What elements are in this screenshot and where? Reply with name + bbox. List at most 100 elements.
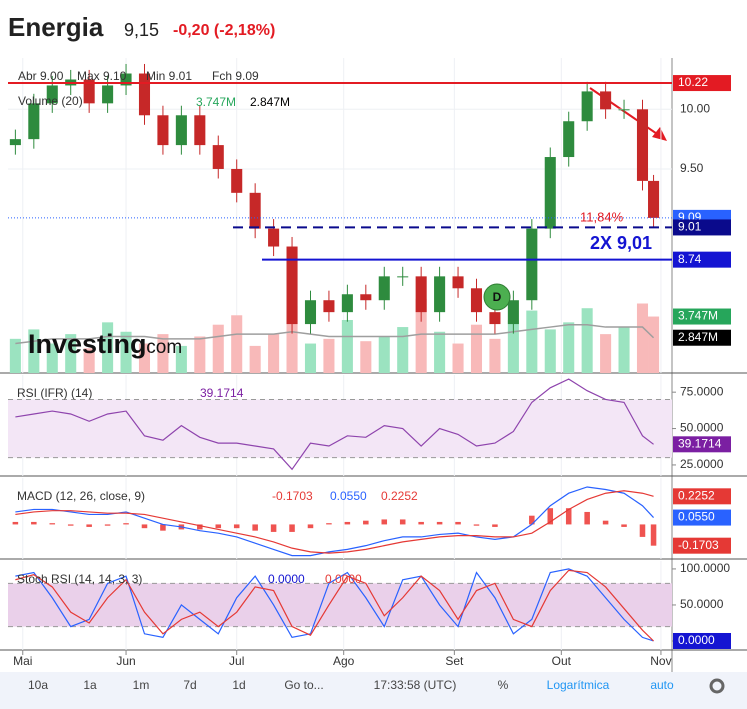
candle-body xyxy=(323,300,335,313)
volume-bar xyxy=(489,338,501,373)
axis-tag-label: 0.0000 xyxy=(678,633,715,647)
histogram-bar xyxy=(67,524,74,526)
toolbar-percent[interactable]: % xyxy=(498,678,509,692)
volume-bar xyxy=(452,343,464,373)
watermark: .com xyxy=(141,337,182,358)
histogram-bar xyxy=(436,521,443,525)
indicator-line xyxy=(15,569,654,642)
toolbar-button[interactable]: Go to... xyxy=(284,678,323,692)
candle-body xyxy=(28,103,40,140)
indicator-legend-value: 39.1714 xyxy=(200,386,244,400)
candle-body xyxy=(563,121,575,158)
histogram-bar xyxy=(307,524,314,529)
volume-bar xyxy=(249,345,261,373)
histogram-bar xyxy=(289,524,295,532)
histogram-bar xyxy=(141,524,148,529)
volume-bar xyxy=(268,334,280,373)
ohlc-legend: Max 9.10 xyxy=(77,69,127,83)
axis-tag xyxy=(673,436,731,453)
histogram-bar xyxy=(621,524,627,527)
volume-bar xyxy=(212,324,224,373)
event-marker-label: D xyxy=(493,290,502,304)
volume-bar xyxy=(618,327,630,373)
toolbar-button[interactable]: 10a xyxy=(28,678,48,692)
y-tick-label: 100.0000 xyxy=(680,561,730,575)
axis-tag xyxy=(673,329,731,346)
watermark: Investing xyxy=(28,329,147,359)
volume-bar xyxy=(65,334,77,373)
axis-tag-label: 8.74 xyxy=(678,252,702,266)
y-tick-label: 50.0000 xyxy=(680,597,724,611)
indicator-line xyxy=(15,568,654,642)
axis-tag-label: 9.01 xyxy=(678,220,702,234)
histogram-bar xyxy=(104,524,111,526)
axis-tag xyxy=(673,219,731,236)
event-marker[interactable] xyxy=(483,283,511,311)
candle-body xyxy=(46,85,58,104)
volume-bar xyxy=(120,331,132,373)
x-tick-label: Out xyxy=(552,654,572,668)
volume-legend-value: 2.847M xyxy=(250,95,290,109)
candle-body xyxy=(544,157,556,229)
ohlc-legend: Abr 9.00 xyxy=(18,69,64,83)
candle-body xyxy=(175,115,187,146)
candle-body xyxy=(9,139,21,146)
histogram-bar xyxy=(12,521,19,525)
axis-tag-label: 2.847M xyxy=(678,330,718,344)
axis-tag-label: -0.1703 xyxy=(678,538,719,552)
toolbar-time: 17:33:58 (UTC) xyxy=(374,678,457,692)
candle-body xyxy=(212,145,224,169)
volume-bar xyxy=(231,315,243,373)
axis-tag xyxy=(673,537,731,554)
toolbar-button[interactable]: 1a xyxy=(83,678,97,692)
y-tick-label: 75.0000 xyxy=(680,384,724,398)
axis-tag xyxy=(673,75,731,92)
toolbar-button[interactable]: 7d xyxy=(183,678,196,692)
indicator-legend-value: 0.0000 xyxy=(268,572,305,586)
candle-body xyxy=(249,192,261,229)
volume-bar xyxy=(397,327,409,373)
candle-body xyxy=(360,294,372,301)
volume-bar xyxy=(323,338,335,373)
x-tick-label: Mai xyxy=(13,654,32,668)
y-tick-label: 10.00 xyxy=(680,101,710,115)
volume-bar xyxy=(138,343,151,373)
histogram-bar xyxy=(49,523,56,525)
toolbar xyxy=(0,672,747,709)
candle-body xyxy=(618,109,630,111)
volume-bar xyxy=(470,324,483,373)
band-fill xyxy=(8,399,672,458)
histogram-bar xyxy=(31,521,37,525)
volume-bar xyxy=(175,345,187,373)
y-tick-label: 9.50 xyxy=(680,161,704,175)
toolbar-button[interactable]: 1m xyxy=(133,678,150,692)
histogram-bar xyxy=(197,524,203,530)
ohlc-legend: Min 9.01 xyxy=(146,69,192,83)
volume-bar xyxy=(157,334,169,373)
settings-icon[interactable] xyxy=(709,678,725,694)
histogram-bar xyxy=(639,524,646,537)
volume-bar xyxy=(194,336,206,373)
toolbar-log[interactable]: Logarítmica xyxy=(547,678,610,692)
instrument-title: Energia xyxy=(8,12,104,42)
volume-bar xyxy=(544,329,556,373)
histogram-bar xyxy=(529,515,535,525)
volume-bar xyxy=(378,336,390,373)
candle-body xyxy=(194,115,206,146)
indicator-legend-value: 0.0000 xyxy=(325,572,362,586)
x-tick-label: Nov xyxy=(650,654,671,668)
toolbar-button[interactable]: 1d xyxy=(232,678,245,692)
volume-bar xyxy=(636,303,649,373)
toolbar-auto[interactable]: auto xyxy=(650,678,674,692)
axis-tag xyxy=(673,251,731,268)
volume-bar xyxy=(9,338,21,373)
candle-body xyxy=(138,73,151,116)
indicator-title: RSI (IFR) (14) xyxy=(17,386,92,400)
histogram-bar xyxy=(86,524,92,527)
candle-body xyxy=(581,91,593,122)
volume-bar xyxy=(507,319,519,373)
volume-bar xyxy=(526,310,538,373)
candle-body xyxy=(648,180,660,218)
axis-tag-label: 39.1714 xyxy=(678,436,722,450)
